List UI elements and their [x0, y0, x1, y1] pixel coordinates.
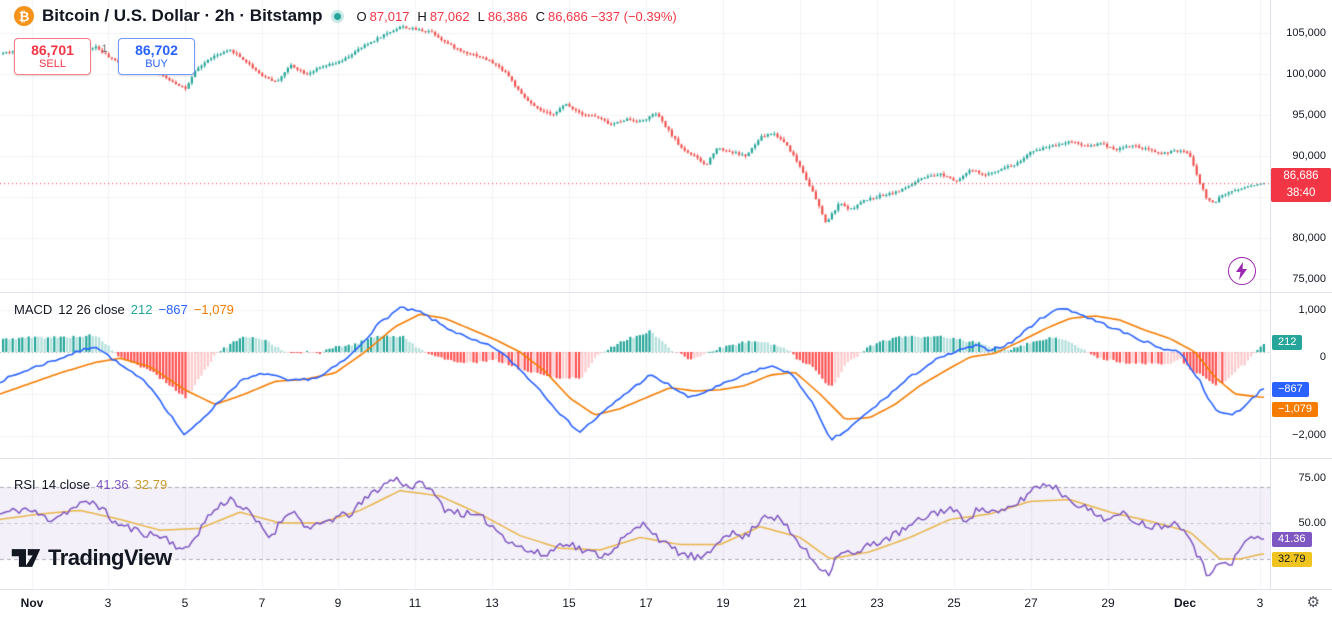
spread-value: 1 — [101, 43, 108, 55]
axis-label: −2,000 — [1292, 429, 1326, 441]
rsi-pane-canvas[interactable] — [0, 459, 1270, 589]
rsi-params: 14 close — [41, 477, 91, 492]
axis-label: 75.00 — [1298, 472, 1326, 484]
time-tick: 13 — [485, 596, 499, 610]
market-status-icon[interactable] — [330, 9, 344, 23]
macd-line-value: −867 — [158, 302, 188, 317]
low-label: L — [477, 8, 485, 24]
price-pane-canvas[interactable] — [0, 0, 1270, 292]
rsi-ma-badge: 32.79 — [1272, 552, 1312, 567]
pane-separator[interactable] — [0, 292, 1332, 293]
time-tick: 23 — [870, 596, 884, 610]
macd-signal-badge: −1,079 — [1272, 402, 1318, 417]
macd-params: 12 26 close — [58, 302, 125, 317]
time-tick: Dec — [1173, 596, 1197, 610]
axis-label: 90,000 — [1292, 150, 1326, 162]
time-tick: 15 — [562, 596, 576, 610]
time-tick: 19 — [716, 596, 730, 610]
price-axis[interactable]: 105,000 100,000 95,000 90,000 80,000 75,000 1,… — [1270, 0, 1332, 590]
rsi-title: RSI — [14, 477, 36, 492]
pane-separator[interactable] — [0, 458, 1332, 459]
tradingview-logo-text: TradingView — [48, 545, 172, 570]
symbol-title[interactable]: Bitcoin / U.S. Dollar · 2h · Bitstamp — [42, 6, 323, 25]
ohlc-readout: O 87,017 H 87,062 L 86,386 C 86,686 −337 (−0… — [352, 9, 677, 24]
rsi-title-row[interactable]: RSI 14 close 41.36 32.79 — [14, 477, 167, 492]
time-tick: Nov — [20, 596, 44, 610]
high-value: 87,062 — [429, 8, 470, 24]
macd-pane-canvas[interactable] — [0, 293, 1270, 458]
lightning-icon — [1236, 262, 1247, 280]
pane-separator — [0, 589, 1332, 590]
axis-label: 50.00 — [1298, 517, 1326, 529]
axis-label: 75,000 — [1292, 273, 1326, 285]
macd-signal-value: −1,079 — [193, 302, 234, 317]
open-label: O — [356, 8, 367, 24]
buy-button[interactable]: 86,702 BUY — [118, 38, 195, 75]
macd-hist-badge: 212 — [1272, 335, 1303, 350]
time-tick: 3 — [104, 596, 112, 610]
sell-price: 86,701 — [31, 42, 74, 58]
sell-label: SELL — [39, 58, 66, 70]
time-tick: 7 — [258, 596, 266, 610]
time-tick: 21 — [793, 596, 807, 610]
gear-icon[interactable]: ⚙ — [1306, 594, 1320, 611]
open-value: 87,017 — [369, 8, 410, 24]
time-tick: 9 — [334, 596, 342, 610]
buy-label: BUY — [145, 58, 168, 70]
close-label: C — [535, 8, 545, 24]
axis-label: 100,000 — [1286, 68, 1326, 80]
time-tick: 5 — [181, 596, 189, 610]
time-tick: 11 — [408, 596, 422, 610]
time-axis[interactable]: ⚙ Nov 3 5 7 9 11 13 15 17 19 21 23 25 27 29 Dec 3 — [0, 590, 1332, 617]
chart-header: ₿ Bitcoin / U.S. Dollar · 2h · Bitstamp … — [14, 6, 677, 26]
time-tick: 17 — [639, 596, 653, 610]
close-value: 86,686 — [547, 8, 588, 24]
axis-label: 80,000 — [1292, 232, 1326, 244]
sell-button[interactable]: 86,701 SELL — [14, 38, 91, 75]
high-label: H — [417, 8, 427, 24]
axis-label: 95,000 — [1292, 109, 1326, 121]
macd-title: MACD — [14, 302, 53, 317]
rsi-line-value: 41.36 — [96, 477, 129, 492]
time-tick: 25 — [947, 596, 961, 610]
tradingview-logo[interactable]: TradingView — [10, 543, 172, 573]
axis-label: 0 — [1319, 351, 1326, 363]
axis-label: 1,000 — [1298, 304, 1326, 316]
macd-line-badge: −867 — [1272, 382, 1309, 397]
macd-title-row[interactable]: MACD 12 26 close 212 −867 −1,079 — [14, 302, 234, 317]
rsi-ma-value: 32.79 — [134, 477, 168, 492]
time-tick: 27 — [1024, 596, 1038, 610]
macd-hist-value: 212 — [130, 302, 153, 317]
time-tick: 3 — [1256, 596, 1264, 610]
change-value: −337 (−0.39%) — [590, 8, 677, 24]
buy-price: 86,702 — [135, 42, 178, 58]
bitcoin-icon: ₿ — [14, 6, 34, 26]
time-tick: 29 — [1101, 596, 1115, 610]
candle-countdown: 38:40 — [1286, 187, 1316, 199]
tradingview-logo-icon — [11, 549, 41, 567]
current-price-badge: 86,686 38:40 — [1271, 168, 1331, 202]
current-price-value: 86,686 — [1283, 170, 1319, 182]
axis-label: 105,000 — [1286, 27, 1326, 39]
instant-order-button[interactable] — [1228, 257, 1256, 285]
rsi-value-badge: 41.36 — [1272, 532, 1312, 547]
low-value: 86,386 — [487, 8, 528, 24]
trade-panel: 86,701 SELL 1 86,702 BUY — [14, 38, 195, 75]
